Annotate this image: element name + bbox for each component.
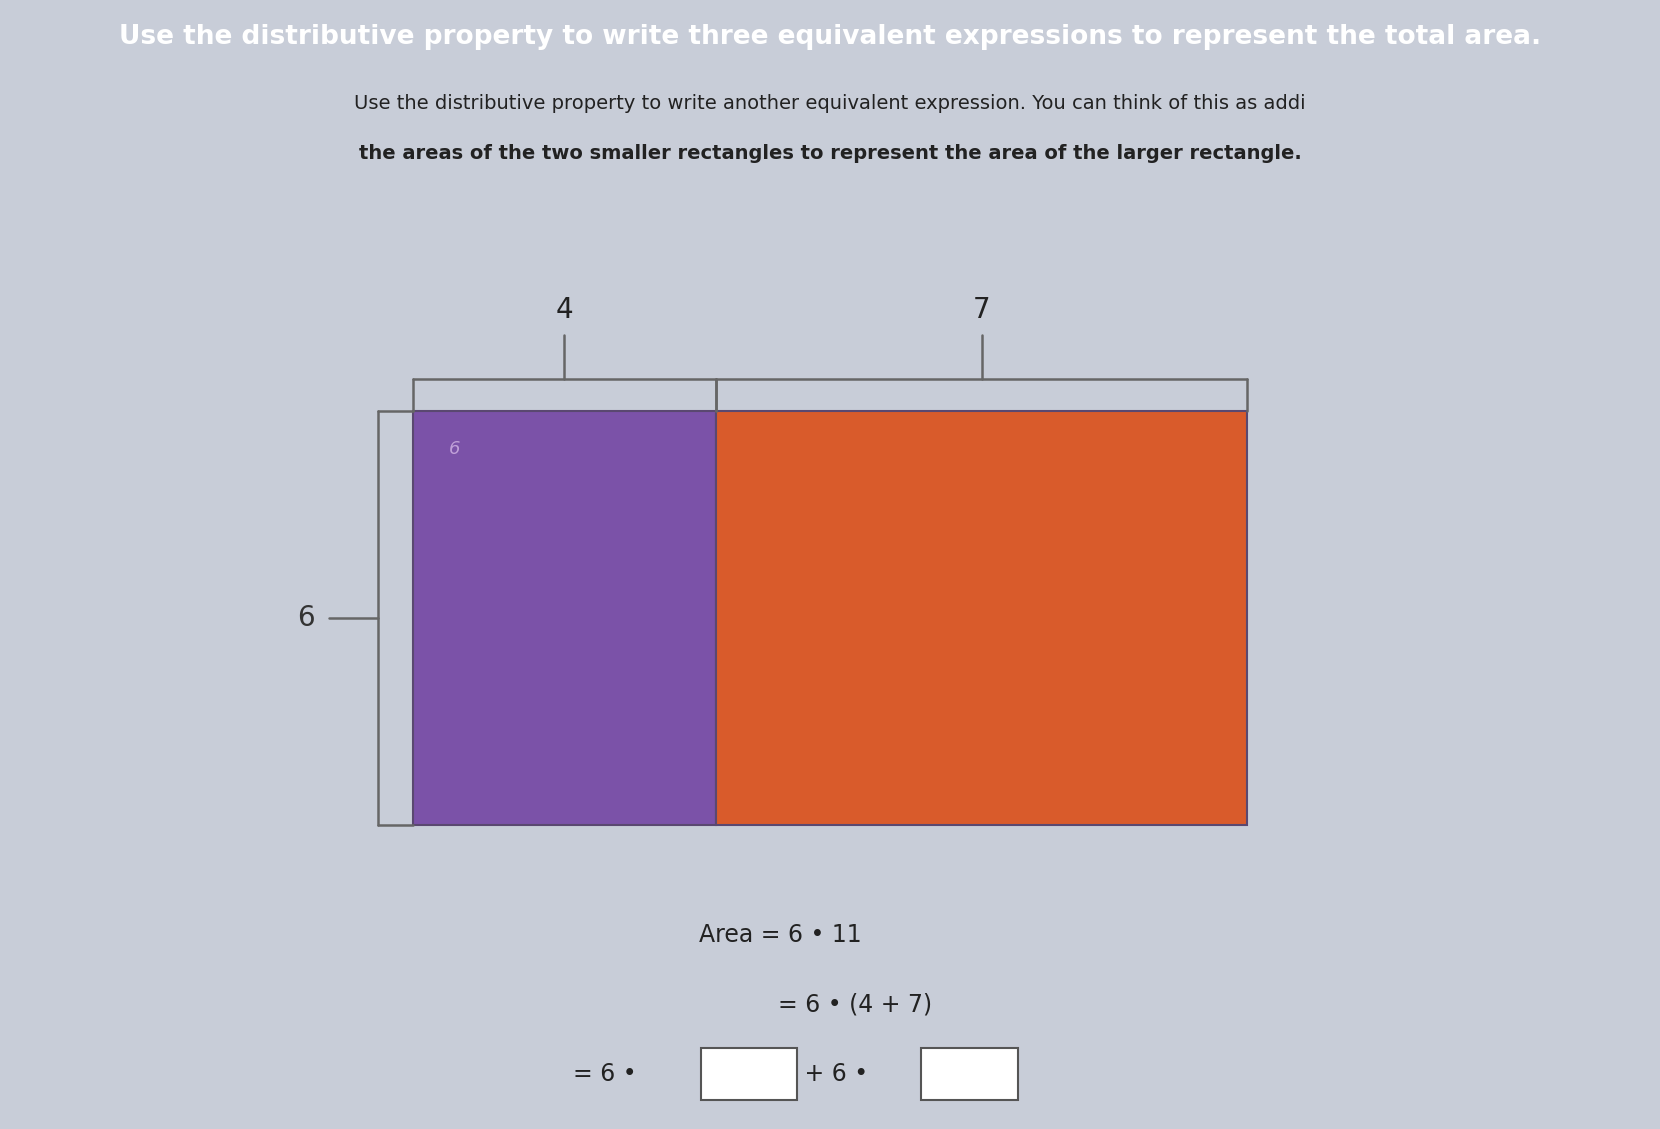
Text: Area = 6 • 11: Area = 6 • 11: [699, 924, 862, 947]
Text: 4: 4: [556, 296, 573, 324]
Text: = 6 • (4 + 7): = 6 • (4 + 7): [779, 992, 931, 1017]
Text: 7: 7: [973, 296, 991, 324]
Text: Use the distributive property to write three equivalent expressions to represent: Use the distributive property to write t…: [120, 24, 1540, 50]
Text: = 6 •: = 6 •: [573, 1062, 644, 1086]
Text: + 6 •: + 6 •: [797, 1062, 875, 1086]
Text: 6: 6: [448, 439, 460, 457]
FancyBboxPatch shape: [701, 1048, 797, 1101]
Bar: [413, 411, 715, 825]
Text: 6: 6: [297, 604, 315, 632]
Text: Use the distributive property to write another equivalent expression. You can th: Use the distributive property to write a…: [354, 94, 1306, 113]
Bar: [715, 411, 1247, 825]
FancyBboxPatch shape: [921, 1048, 1018, 1101]
Text: the areas of the two smaller rectangles to represent the area of the larger rect: the areas of the two smaller rectangles …: [359, 145, 1301, 164]
